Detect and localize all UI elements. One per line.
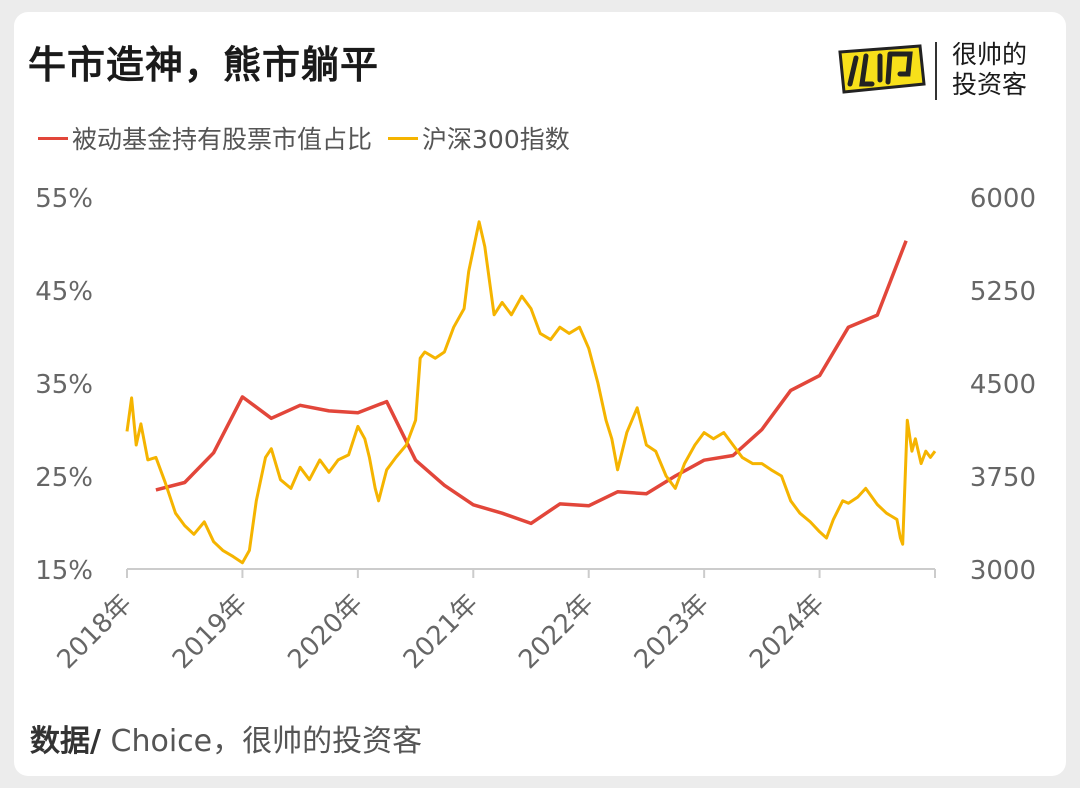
y-right-tick-label: 6000 <box>970 184 1036 214</box>
x-tick-label: 2024年 <box>744 589 830 675</box>
shuai-logo-icon <box>838 44 926 94</box>
legend-item-index: 沪深300指数 <box>388 120 570 156</box>
y-left-tick-label: 35% <box>35 370 93 400</box>
y-left-tick-label: 55% <box>35 184 93 214</box>
source-note: 数据/ Choice，很帅的投资客 <box>30 716 422 760</box>
y-right-tick-label: 5250 <box>970 277 1036 307</box>
legend-item-passive: 被动基金持有股票市值占比 <box>38 120 372 156</box>
x-tick-label: 2023年 <box>629 589 715 675</box>
x-tick-label: 2021年 <box>398 589 484 675</box>
brand-name: 很帅的 投资客 <box>952 40 1027 100</box>
chart-title: 牛市造神，熊市躺平 <box>28 43 380 87</box>
brand-line-2: 投资客 <box>952 70 1028 99</box>
y-left-tick-label: 15% <box>35 556 93 586</box>
x-tick-label: 2020年 <box>282 589 368 675</box>
y-right-tick-label: 3000 <box>970 556 1036 586</box>
source-text: Choice，很帅的投资客 <box>100 724 423 759</box>
x-tick-label: 2018年 <box>52 589 138 675</box>
y-right-tick-label: 4500 <box>970 370 1036 400</box>
legend-label-passive: 被动基金持有股票市值占比 <box>72 125 373 154</box>
y-left-tick-label: 45% <box>35 277 93 307</box>
source-prefix: 数据/ <box>30 724 101 759</box>
series-line-csi300 <box>125 220 937 565</box>
chart-legend: 被动基金持有股票市值占比 沪深300指数 <box>38 121 586 155</box>
legend-label-index: 沪深300指数 <box>422 125 570 154</box>
y-right-tick-label: 3750 <box>970 463 1036 493</box>
x-tick-label: 2019年 <box>167 589 253 675</box>
brand-line-1: 很帅的 <box>952 40 1028 69</box>
logo-divider <box>935 42 937 100</box>
legend-swatch-passive <box>38 136 68 140</box>
chart-card <box>14 12 1066 776</box>
x-tick-label: 2022年 <box>513 589 599 675</box>
legend-swatch-index <box>388 136 419 140</box>
y-left-tick-label: 25% <box>35 463 93 493</box>
series-line-passive-share <box>155 240 908 526</box>
